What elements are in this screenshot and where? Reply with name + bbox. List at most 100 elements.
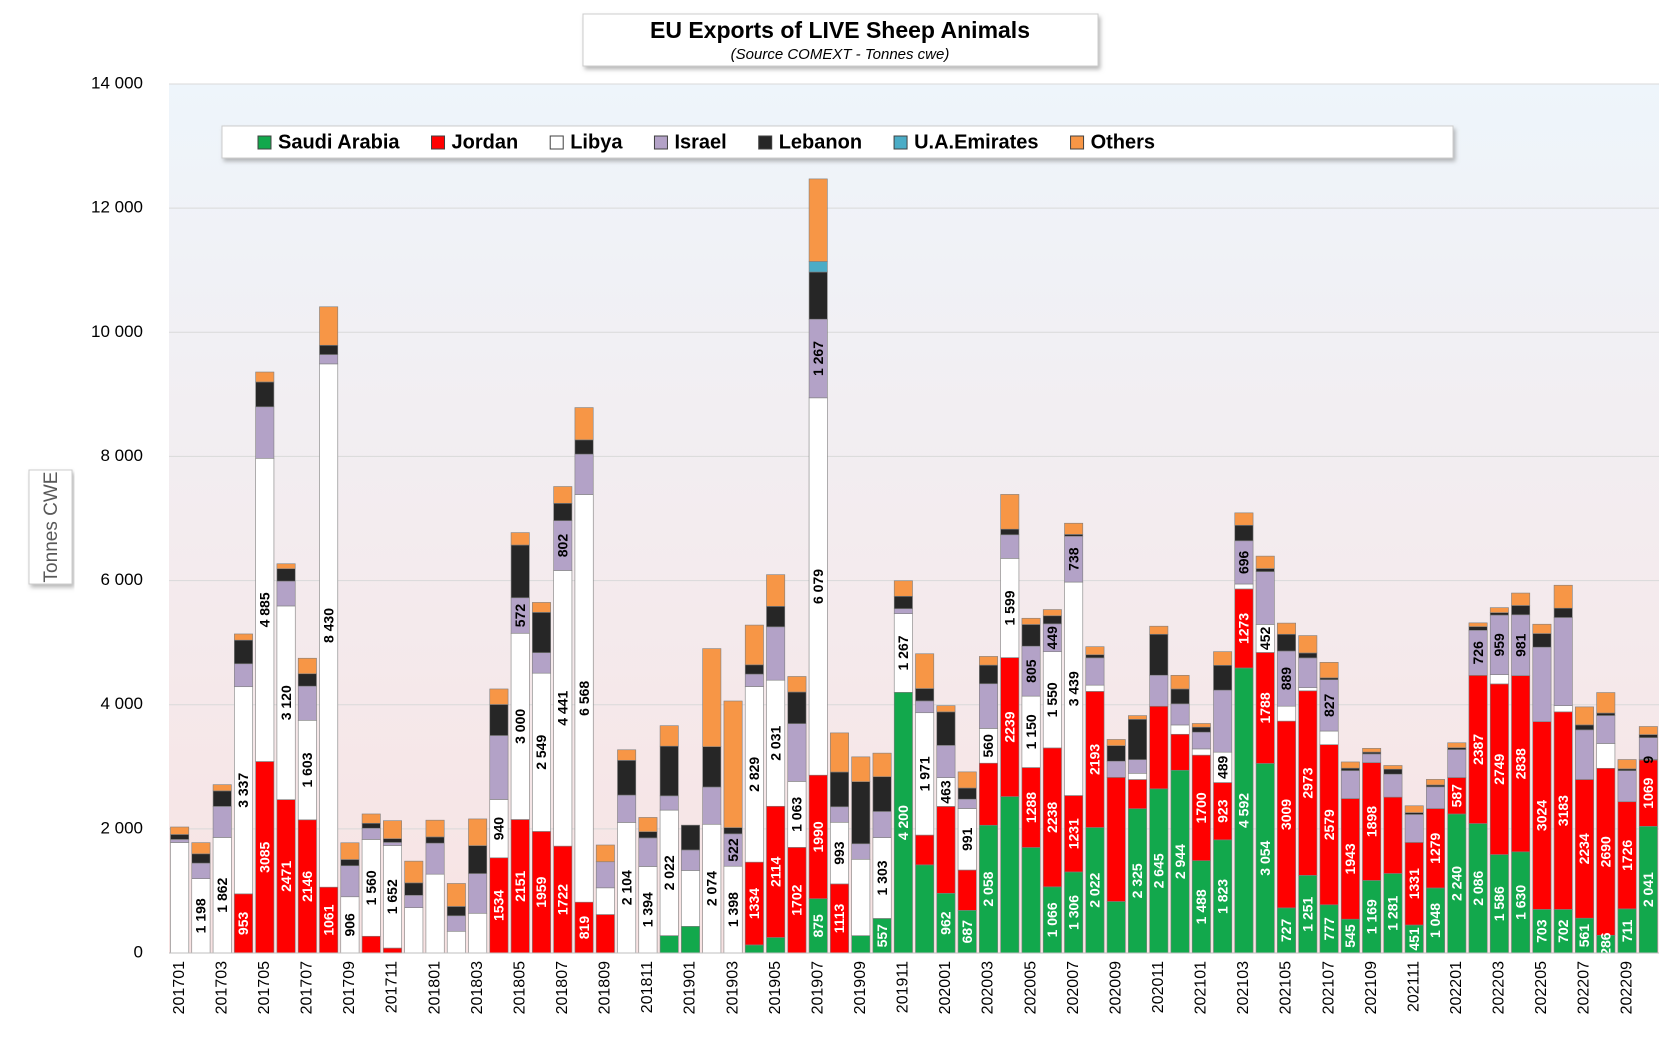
- bar-segment: [617, 794, 637, 823]
- value-label: 3 120: [278, 685, 294, 720]
- bar-segment: [1106, 901, 1126, 954]
- value-label: 1 398: [725, 892, 741, 927]
- bar-segment: [404, 860, 424, 884]
- bar-segment: [744, 673, 764, 687]
- bar-segment: [851, 756, 871, 782]
- bar-segment: [702, 648, 722, 747]
- bar-segment: [1532, 623, 1552, 634]
- value-label: 2 829: [746, 757, 762, 792]
- x-tick-label: 202011: [1150, 961, 1167, 1013]
- bar-segment: [681, 849, 700, 871]
- bar-segment: [1106, 777, 1126, 902]
- bar-segment: [191, 853, 211, 864]
- bar-segment: [446, 883, 466, 907]
- legend-label: Others: [1091, 131, 1155, 153]
- bar-segment: [1106, 739, 1126, 746]
- bar-segment: [617, 760, 637, 796]
- value-label: 463: [938, 780, 954, 804]
- bar-segment: [532, 612, 551, 653]
- bar-segment: [1149, 625, 1169, 635]
- bar-segment: [340, 842, 360, 860]
- bar-segment: [787, 723, 807, 782]
- bar-segment: [893, 580, 913, 597]
- bar-segment: [1532, 633, 1552, 648]
- bar-segment: [468, 873, 488, 914]
- x-tick-label: 201807: [554, 961, 571, 1014]
- value-label: 687: [959, 920, 975, 944]
- value-label: 906: [342, 913, 358, 937]
- legend-swatch: [257, 135, 272, 150]
- bar-segment: [255, 406, 275, 459]
- bar-segment: [1255, 571, 1275, 625]
- bar-segment: [383, 838, 402, 843]
- bar-segment: [468, 845, 488, 874]
- bar-segment: [574, 439, 594, 455]
- bar-segment: [1383, 796, 1403, 874]
- bar-segment: [851, 935, 871, 954]
- value-label: 1 251: [1299, 896, 1315, 931]
- y-tick-label: 12 000: [91, 198, 143, 217]
- value-label: 545: [1342, 924, 1358, 948]
- bar-segment: [744, 944, 764, 954]
- bar-segment: [383, 947, 402, 954]
- bar-segment: [1149, 674, 1169, 707]
- bar-segment: [872, 776, 892, 812]
- legend-label: Saudi Arabia: [278, 131, 400, 153]
- bar-segment: [1149, 705, 1169, 790]
- x-tick-label: 201909: [852, 961, 869, 1014]
- y-label-box: [28, 469, 73, 585]
- bar-segment: [1000, 494, 1020, 530]
- value-label: 981: [1512, 633, 1528, 657]
- bar-segment: [979, 664, 998, 685]
- bar-segment: [170, 834, 190, 840]
- bar-segment: [1085, 684, 1105, 692]
- value-label: 702: [1555, 919, 1571, 943]
- value-label: 9: [1640, 756, 1656, 764]
- x-tick-label: 202007: [1065, 961, 1082, 1014]
- y-tick-label: 10 000: [91, 322, 143, 341]
- bar-segment: [1128, 719, 1147, 760]
- value-label: 991: [959, 827, 975, 851]
- bar-segment: [191, 842, 211, 855]
- bar-segment: [1170, 733, 1190, 771]
- x-tick-label: 202109: [1363, 961, 1380, 1014]
- bar-segment: [1191, 726, 1211, 733]
- bar-segment: [319, 354, 339, 365]
- bar-segment: [1383, 768, 1403, 775]
- x-tick-label: 201911: [895, 961, 912, 1013]
- x-tick-label: 201701: [171, 961, 188, 1014]
- bars: [170, 178, 1658, 954]
- bar-segment: [1468, 622, 1488, 627]
- bar-segment: [1234, 524, 1254, 542]
- bar-segment: [212, 790, 232, 807]
- value-label: 557: [874, 924, 890, 948]
- bar-segment: [1575, 729, 1594, 780]
- bar-segment: [1170, 703, 1190, 726]
- bar-segment: [510, 544, 530, 599]
- bar-segment: [915, 700, 935, 714]
- value-label: 777: [1321, 917, 1337, 941]
- bar-segment: [1106, 760, 1126, 778]
- x-tick-label: 201907: [809, 961, 826, 1014]
- bar-segment: [1298, 657, 1318, 689]
- value-label: 1 603: [299, 752, 315, 787]
- bar-segment: [1277, 622, 1296, 635]
- bar-segment: [681, 870, 700, 927]
- chart-subtitle: (Source COMEXT - Tonnes cwe): [731, 46, 950, 63]
- x-tick-label: 202107: [1320, 961, 1337, 1014]
- bar-segment: [681, 824, 700, 851]
- bar-segment: [744, 664, 764, 675]
- value-label: 875: [810, 914, 826, 938]
- value-label: 4 200: [895, 805, 911, 840]
- bar-segment: [1255, 568, 1275, 572]
- legend-label: Jordan: [452, 131, 519, 153]
- value-label: 1898: [1363, 806, 1379, 837]
- y-tick-label: 14 000: [91, 73, 143, 92]
- chart-title: EU Exports of LIVE Sheep Animals: [650, 17, 1030, 43]
- bar-segment: [234, 639, 253, 665]
- bar-segment: [1596, 712, 1616, 716]
- value-label: 2239: [1001, 711, 1017, 742]
- value-label: 1 862: [214, 877, 230, 912]
- x-tick-label: 201711: [384, 961, 401, 1013]
- bar-segment: [915, 688, 935, 702]
